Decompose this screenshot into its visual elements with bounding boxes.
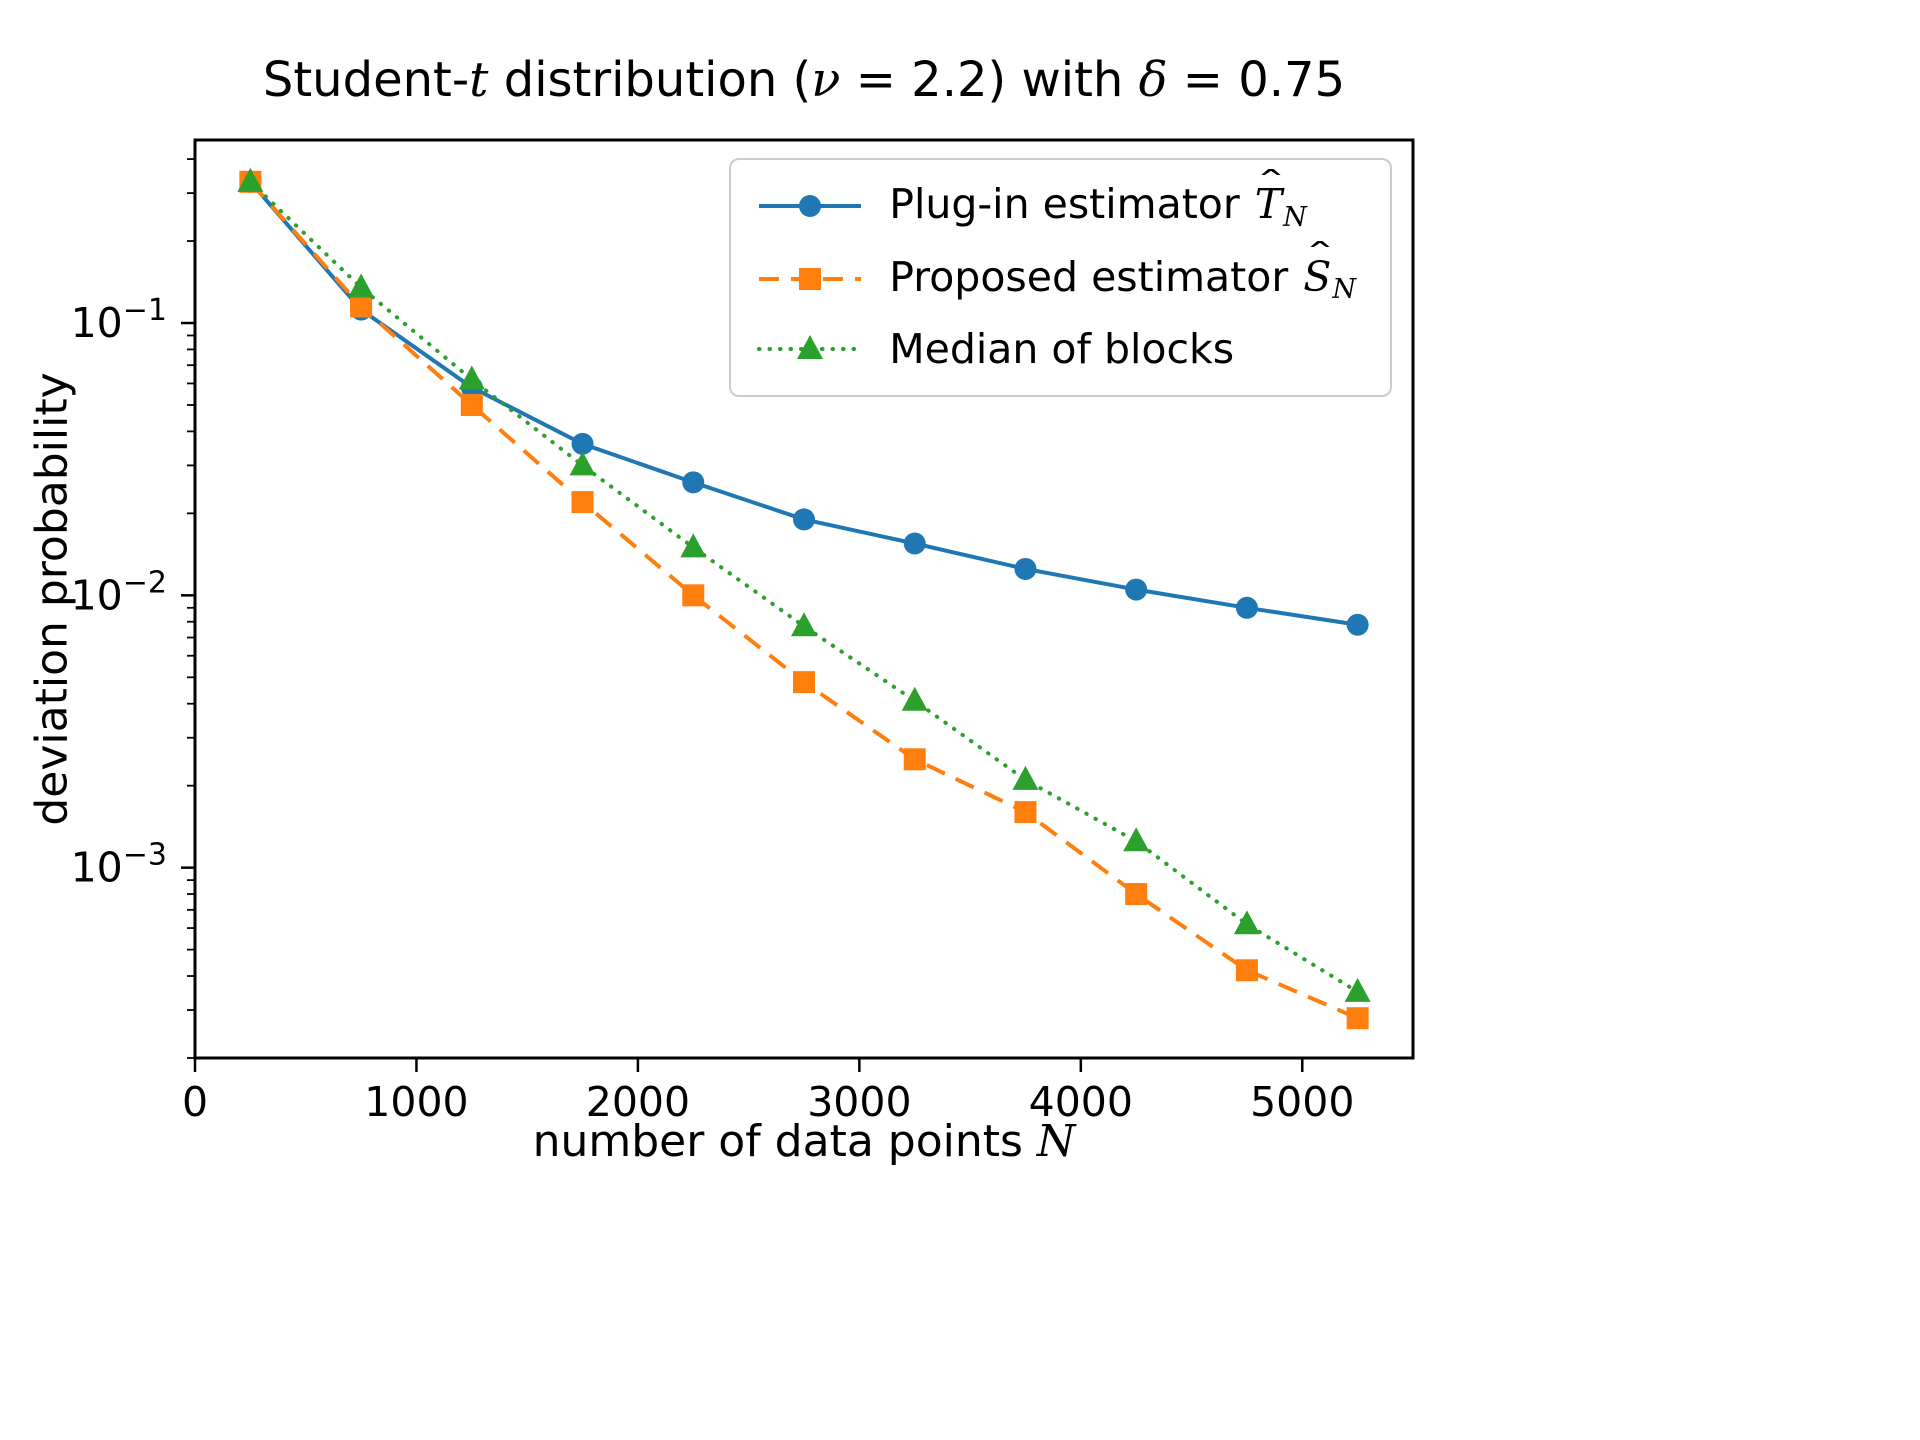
hat-accent: ˆ (1303, 237, 1336, 276)
legend-entry-plug-in: Plug-in estimator ˆ TN (755, 164, 1356, 233)
legend-label: Plug-in estimator ˆ TN (889, 164, 1307, 233)
legend-label: Median of blocksˆ (889, 325, 1235, 374)
svg-text:3000: 3000 (807, 1078, 911, 1126)
hat-accent: ˆ (1255, 164, 1287, 203)
legend-entry-proposed: Proposed estimator ˆ SN (755, 237, 1356, 306)
svg-text:10−2: 10−2 (71, 565, 167, 619)
svg-text:5000: 5000 (1250, 1078, 1354, 1126)
legend-entry-median: Median of blocksˆ (755, 325, 1356, 373)
chart-title: Student-t distribution (ν = 2.2) with δ … (262, 52, 1346, 108)
series-1 (239, 170, 1369, 1030)
svg-text:10−3: 10−3 (71, 838, 167, 892)
legend-sample-median (757, 335, 864, 360)
svg-text:2000: 2000 (586, 1078, 690, 1126)
axes-ticks: 10−1 10−2 10−3 0 1000 2000 3000 4000 5000 (71, 158, 1354, 1126)
legend-sample-plug-in (759, 195, 862, 218)
svg-text:0: 0 (182, 1078, 208, 1126)
svg-text:4000: 4000 (1029, 1078, 1133, 1126)
legend-sample-proposed (759, 267, 862, 290)
x-axis-label: number of data points N (532, 1116, 1076, 1167)
legend: Plug-in estimator ˆ TN Proposed estimator… (729, 158, 1392, 398)
svg-text:1000: 1000 (364, 1078, 468, 1126)
series-2 (237, 167, 1371, 1002)
legend-label: Proposed estimator ˆ SN (889, 237, 1356, 306)
svg-text:10−1: 10−1 (71, 293, 167, 347)
